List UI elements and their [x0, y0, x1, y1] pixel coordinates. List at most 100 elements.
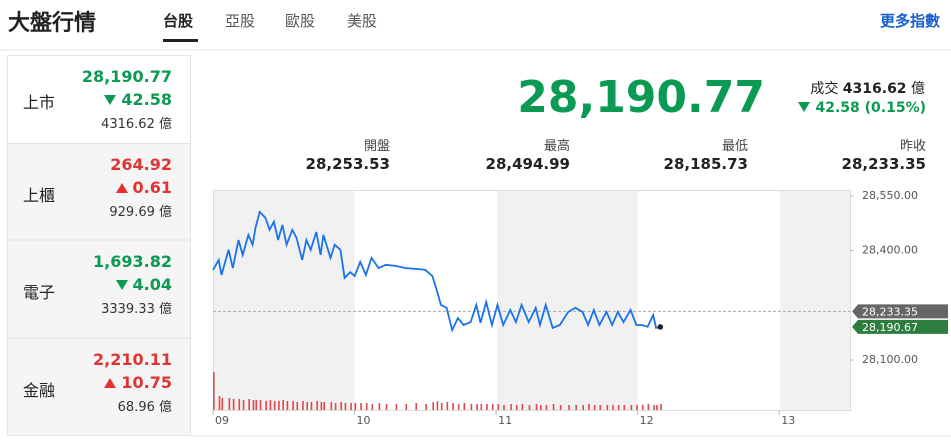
volume-bar [480, 404, 483, 410]
volume-bar [510, 404, 512, 410]
market-item[interactable]: 電子 1,693.82 4.04 3339.33 億 [7, 240, 190, 338]
market-name: 上市 [23, 93, 56, 112]
change-value: 4.04 [132, 275, 172, 294]
quote-price: 28,190.77 [517, 72, 765, 123]
volume-bar [599, 405, 602, 410]
volume-bar [457, 404, 460, 410]
volume-bar [323, 402, 326, 410]
change-value: 42.58 (0.15%) [815, 100, 926, 116]
price-tag-label: 28,233.35 [862, 305, 918, 318]
market-change: 10.75 [104, 373, 172, 392]
y-tick-label: 28,100.00 [862, 353, 918, 366]
tab[interactable]: 歐股 [285, 12, 316, 30]
volume-bar [582, 405, 585, 410]
volume-bar [316, 401, 318, 410]
volume-bar [476, 404, 478, 410]
stat-value: 28,233.35 [841, 155, 926, 173]
volume-bar [378, 403, 381, 410]
volume-bar [568, 405, 570, 410]
volume-bar [636, 405, 638, 410]
volume-bar [612, 405, 614, 410]
stat-value: 28,494.99 [485, 155, 570, 173]
trend-icon [798, 102, 811, 112]
change-value: 10.75 [121, 373, 172, 392]
volume-bar [446, 402, 449, 410]
volume-bar [452, 403, 454, 410]
volume-bar [606, 405, 609, 410]
market-change: 42.58 [104, 90, 172, 109]
volume-bar [432, 402, 435, 410]
volume-bar [463, 403, 466, 410]
volume-bar [354, 403, 357, 410]
stat-label: 昨收 [899, 139, 926, 154]
session-band [497, 191, 638, 410]
trend-icon [104, 378, 117, 388]
trend-icon [104, 95, 117, 105]
market-price: 1,693.82 [93, 252, 172, 271]
price-tag [852, 319, 948, 334]
triangle [115, 183, 128, 193]
volume-bar [641, 405, 644, 410]
stat-label: 開盤 [363, 139, 390, 154]
tab[interactable]: 台股 [163, 12, 194, 30]
volume-bar [273, 401, 276, 410]
last-point [657, 324, 664, 330]
volume-bar [440, 403, 443, 410]
triangle [104, 95, 117, 105]
market-price: 2,210.11 [93, 350, 172, 369]
market-price: 264.92 [110, 155, 172, 174]
volume-bar [588, 404, 590, 410]
market-item[interactable]: 金融 2,210.11 10.75 68.96 億 [7, 338, 190, 436]
volume-bar [405, 404, 408, 410]
price-line [212, 210, 661, 333]
market-volume: 68.96 億 [117, 400, 172, 415]
volume-bar [310, 402, 313, 410]
volume-bar [559, 405, 562, 410]
volume-bar [552, 404, 555, 410]
market-price: 28,190.77 [81, 67, 172, 86]
volume-bar [425, 404, 427, 410]
volume-bar [282, 400, 284, 410]
volume-bar [221, 398, 224, 410]
stat-label: 最低 [721, 139, 748, 154]
volume-bar [232, 399, 235, 410]
stat-value: 28,185.73 [663, 155, 748, 173]
volume-bar [278, 401, 280, 410]
price-tag [852, 304, 948, 319]
volume-bar [242, 400, 245, 410]
triangle [115, 280, 128, 290]
triangle [104, 378, 117, 388]
volume-bar [656, 405, 658, 410]
page-title: 大盤行情 [8, 11, 97, 36]
volume-bar [302, 401, 304, 410]
x-tick-label: 13 [781, 414, 795, 427]
volume-bar [593, 405, 596, 410]
volume-bar [545, 405, 548, 410]
volume-bar [213, 372, 215, 410]
volume-bar [344, 403, 347, 410]
session-band [780, 191, 850, 410]
change-value: 0.61 [132, 178, 172, 197]
market-name: 金融 [23, 381, 56, 400]
stat-value: 28,253.53 [305, 155, 390, 173]
volume-bar [238, 399, 241, 410]
volume-bar [228, 398, 231, 410]
volume-bar [617, 405, 620, 410]
more-link[interactable]: 更多指數 [880, 12, 941, 30]
volume-bar [528, 405, 531, 410]
market-item[interactable]: 上櫃 264.92 0.61 929.69 億 [7, 143, 190, 240]
y-tick-label: 28,550.00 [862, 189, 918, 202]
volume-bar [306, 402, 309, 410]
tab[interactable]: 亞股 [225, 12, 256, 30]
volume-bar [515, 405, 518, 410]
market-item[interactable]: 上市 28,190.77 42.58 4316.62 億 [7, 55, 190, 143]
volume-bar [296, 402, 299, 410]
volume-bar [436, 401, 439, 410]
tab[interactable]: 美股 [347, 12, 378, 30]
volume-bar [365, 403, 368, 410]
trend-icon [115, 280, 128, 290]
triangle [798, 102, 811, 112]
volume-bar [286, 401, 289, 410]
market-selected [7, 55, 191, 144]
